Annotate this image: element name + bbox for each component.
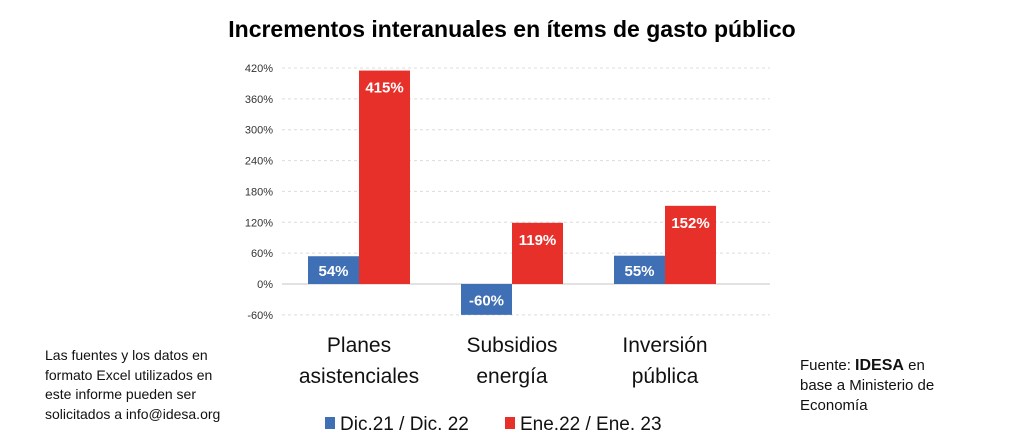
source-brand: IDESA: [855, 357, 904, 374]
legend-label: Dic.21 / Dic. 22: [340, 414, 469, 435]
y-tick-label: 300%: [245, 125, 273, 137]
data-label: -60%: [469, 292, 504, 309]
category-label: pública: [632, 365, 699, 388]
bar: [512, 222, 563, 284]
bar: [461, 284, 512, 315]
y-tick-label: -60%: [247, 310, 273, 322]
source-prefix: Fuente:: [800, 357, 856, 374]
bar: [308, 256, 359, 284]
source-suffix: en: [903, 357, 925, 374]
y-tick-label: 240%: [245, 156, 273, 168]
data-label: 152%: [671, 215, 709, 232]
note-line: solicitados a info@idesa.org: [45, 405, 221, 422]
category-label: Subsidios: [466, 334, 557, 357]
data-label: 415%: [365, 80, 403, 97]
data-label: 54%: [318, 263, 348, 280]
y-tick-label: 180%: [245, 186, 273, 198]
category-label: Inversión: [622, 334, 707, 357]
note-line: este informe pueden ser: [45, 386, 196, 402]
category-label: asistenciales: [299, 365, 419, 388]
y-tick-label: 360%: [245, 94, 273, 106]
legend-swatch: [505, 417, 515, 429]
bar: [665, 205, 716, 284]
y-tick-label: 420%: [245, 63, 273, 75]
y-tick-label: 60%: [251, 248, 273, 260]
data-request-note: Las fuentes y los datos en formato Excel…: [45, 346, 245, 424]
chart-title: Incrementos interanuales en ítems de gas…: [228, 16, 796, 42]
category-label: Planes: [327, 334, 391, 357]
legend-swatch: [325, 417, 335, 429]
y-tick-label: 120%: [245, 217, 273, 229]
source-note: Fuente: IDESA en base a Ministerio de Ec…: [800, 356, 980, 416]
note-line: formato Excel utilizados en: [45, 366, 213, 383]
source-line: Economía: [800, 397, 868, 414]
data-label: 119%: [519, 232, 557, 249]
category-label: energía: [476, 365, 548, 388]
note-line: Las fuentes y los datos en: [45, 347, 208, 363]
y-tick-label: 0%: [257, 279, 273, 291]
bar: [359, 70, 410, 284]
bar: [614, 255, 665, 284]
legend-label: Ene.22 / Ene. 23: [520, 414, 662, 435]
data-label: 55%: [624, 263, 654, 280]
source-line: base a Ministerio de: [800, 377, 935, 394]
